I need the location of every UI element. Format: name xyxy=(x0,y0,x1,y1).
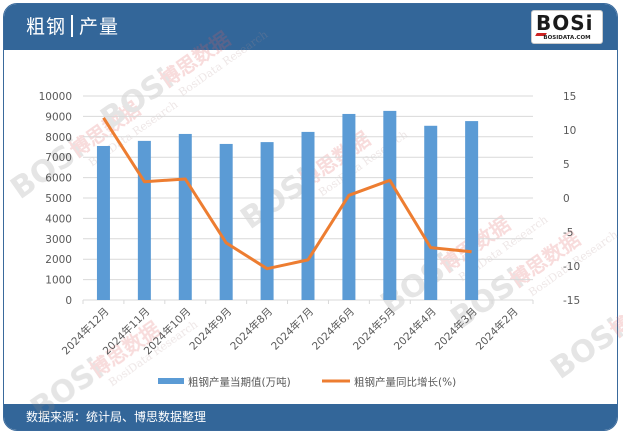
legend-bar-swatch xyxy=(158,378,184,384)
x-axis-label: 2024年8月 xyxy=(228,305,276,353)
x-axis-label: 2024年7月 xyxy=(268,305,316,353)
bar xyxy=(424,125,438,300)
bar xyxy=(383,110,397,300)
footer-bar: 数据来源：统计局、博思数据整理 xyxy=(4,404,617,430)
header-bar: 粗钢 产量 BOSi BOSIDATA.COM xyxy=(4,4,617,50)
legend-line-label: 粗钢产量同比增长(%) xyxy=(354,376,456,389)
right-axis-tick: -5 xyxy=(563,227,573,239)
line-series xyxy=(102,116,472,271)
left-axis-tick: 10000 xyxy=(39,91,72,103)
bar xyxy=(96,145,110,300)
right-axis: -15 -10 -5 0 5 10 15 xyxy=(563,91,580,307)
title-category: 粗钢 xyxy=(26,16,67,38)
bar xyxy=(260,142,274,300)
left-axis-tick: 3000 xyxy=(45,234,72,246)
title-metric: 产量 xyxy=(79,16,120,38)
bar xyxy=(465,121,479,300)
right-axis-tick: 15 xyxy=(563,91,576,103)
bar xyxy=(178,133,192,300)
bar xyxy=(219,143,233,300)
left-axis-tick: 9000 xyxy=(45,111,72,123)
left-axis-tick: 2000 xyxy=(45,254,72,266)
right-axis-tick: 10 xyxy=(563,125,576,137)
growth-line xyxy=(102,116,472,271)
x-axis-label: 2024年6月 xyxy=(309,305,357,353)
legend: 粗钢产量当期值(万吨) 粗钢产量同比增长(%) xyxy=(158,376,456,389)
bar-series xyxy=(96,110,479,301)
title-separator xyxy=(71,15,74,37)
data-source: 数据来源：统计局、博思数据整理 xyxy=(26,410,207,424)
left-axis-tick: 0 xyxy=(65,295,72,307)
logo-mark: BOSi xyxy=(536,11,594,35)
bar xyxy=(137,140,151,300)
x-axis-label: 2024年5月 xyxy=(350,305,398,353)
page-title: 粗钢 产量 xyxy=(26,14,119,40)
left-axis-tick: 5000 xyxy=(45,193,72,205)
legend-bar-label: 粗钢产量当期值(万吨) xyxy=(188,376,291,389)
left-axis: 0 1000 2000 3000 4000 5000 6000 7000 8000 9000 100… xyxy=(39,91,72,307)
right-axis-tick: 0 xyxy=(563,193,570,205)
left-axis-tick: 7000 xyxy=(45,152,72,164)
right-axis-tick: -10 xyxy=(563,261,580,273)
right-axis-tick: -15 xyxy=(563,295,580,307)
bosi-logo: BOSi BOSIDATA.COM xyxy=(531,10,603,44)
left-axis-tick: 8000 xyxy=(45,132,72,144)
bar xyxy=(342,113,356,301)
right-axis-tick: 5 xyxy=(563,159,570,171)
left-axis-tick: 4000 xyxy=(45,213,72,225)
left-axis-tick: 6000 xyxy=(45,173,72,185)
logo-domain: BOSIDATA.COM xyxy=(543,35,591,41)
bar xyxy=(301,131,315,300)
left-axis-tick: 1000 xyxy=(45,275,72,287)
